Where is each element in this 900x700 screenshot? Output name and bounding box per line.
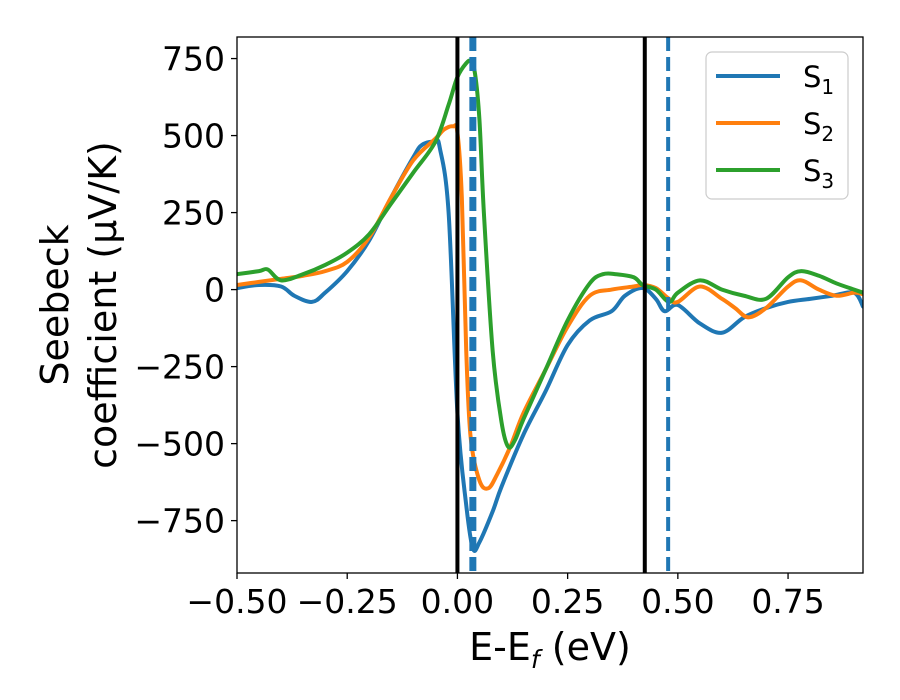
y-tick-label: 250 [162,194,225,233]
x-axis-label-unit: (eV) [540,625,631,669]
series-line-s1 [237,138,863,553]
y-tick-label: −500 [134,425,225,464]
y-tick-label: −750 [134,502,225,541]
legend-label-s2: S2 [803,107,834,146]
y-axis-label-line2: coefficient (μV/K) [81,141,125,469]
y-tick-label: 0 [204,271,225,310]
legend-box [705,51,849,200]
x-tick-label: −0.50 [186,582,287,621]
svg-text:E-Ef (eV): E-Ef (eV) [469,625,631,674]
y-axis-title: Seebeck coefficient (μV/K) [33,141,125,469]
y-tick-label: 750 [162,40,225,79]
y-tick-label: −250 [134,348,225,387]
y-axis-label-line1: Seebeck [33,224,77,385]
x-tick-label: 0.25 [531,582,604,621]
legend-label-s1: S1 [803,60,834,99]
ticks: −0.50 −0.25 0.00 0.25 0.50 0.75 750 500 250 0 −250… [134,40,824,621]
x-tick-label: −0.25 [297,582,398,621]
plot-area [237,37,863,573]
legend: S1 S2 S3 [705,51,849,200]
x-tick-label: 0.75 [751,582,824,621]
x-axis-label: E-E [469,625,531,669]
series-line-s2 [237,123,863,491]
x-tick-label: 0.50 [641,582,714,621]
axes-frame [236,36,864,574]
legend-label-s3: S3 [803,154,834,193]
y-tick-label: 500 [162,117,225,156]
series-line-s3 [237,58,863,450]
x-axis-title: E-Ef (eV) [469,625,631,674]
x-tick-label: 0.00 [421,582,494,621]
